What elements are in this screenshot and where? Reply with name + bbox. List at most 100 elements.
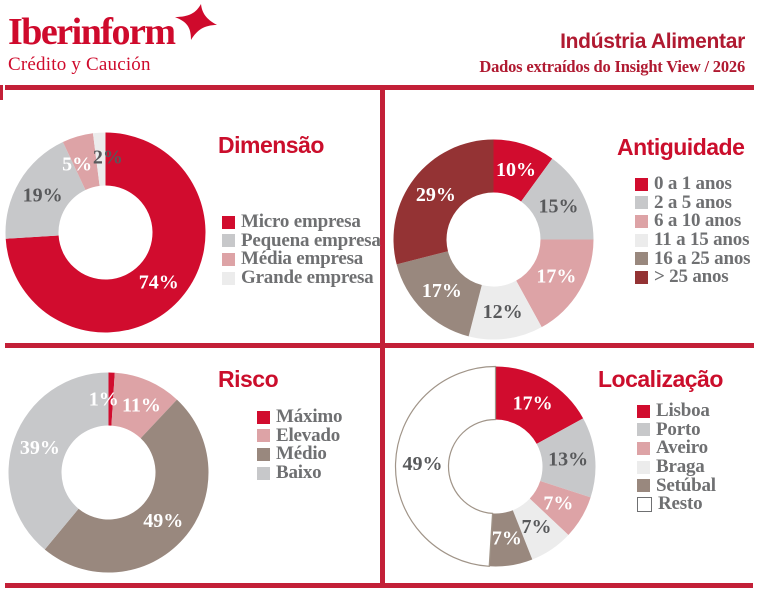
slice-value-label-elevado: 11%	[122, 395, 161, 417]
divider-left-stub	[0, 85, 3, 100]
donut-chart-localizacao: 17%13%7%7%7%49%	[394, 365, 596, 567]
legend-swatch-icon	[222, 271, 235, 285]
donut-slice-2-a-5-anos	[521, 158, 594, 240]
slice-value-label-braga: 7%	[522, 516, 552, 538]
legend-swatch-icon	[222, 215, 235, 229]
chart-title-dimensao: Dimensão	[218, 132, 324, 158]
legend-item-m-dia-empresa: Média empresa	[222, 248, 381, 270]
legend-item-2-a-5-anos: 2 a 5 anos	[635, 191, 750, 213]
legend-item-baixo: Baixo	[257, 462, 342, 483]
slice-value-label-2-a-5-anos: 15%	[539, 195, 579, 217]
legend-swatch-icon	[637, 423, 650, 437]
slice-value-label-m-dio: 49%	[143, 510, 183, 532]
slice-value-label-set-bal: 7%	[492, 528, 522, 550]
slice-value-label-16-a-25-anos: 17%	[422, 280, 462, 302]
slice-value-label-pequena-empresa: 19%	[23, 184, 63, 206]
donut-slice-grande-empresa	[92, 132, 106, 186]
legend-swatch-icon	[635, 252, 648, 266]
legend-item-porto: Porto	[637, 419, 716, 440]
legend-swatch-icon	[637, 496, 652, 512]
donut-chart-dimensao: 74% 19% 5% 2%	[5, 132, 206, 333]
slice-value-label-11-a-15-anos: 12%	[483, 301, 523, 323]
legend-swatch-icon	[257, 410, 270, 424]
logo: Iberinform Crédito y Caución	[8, 4, 217, 76]
slice-value-label-micro-empresa: 74%	[139, 271, 179, 293]
legend-swatch-icon	[635, 196, 648, 210]
slice-value-label-25-anos: 29%	[416, 184, 456, 206]
slice-value-label-0-a-1-anos: 10%	[496, 159, 536, 181]
report-subtitle: Dados extraídos do Insight View / 2026	[479, 57, 745, 76]
panel-antiguidade: 10% 15% 17% 12% 17% 29% Antiguidade 0 a 1 ano…	[386, 90, 759, 343]
slice-value-label-grande-empresa: 2%	[93, 147, 123, 169]
legend-label: Médio	[276, 443, 327, 465]
legend-label: Grande empresa	[241, 267, 374, 289]
legend-item-braga: Braga	[637, 456, 716, 478]
legend-item-25-anos: > 25 anos	[635, 266, 750, 288]
legend-item-pequena-empresa: Pequena empresa	[222, 229, 381, 251]
logo-brand: Iberinform	[8, 11, 176, 53]
donut-slice-elevado	[111, 372, 177, 439]
legend-swatch-icon	[635, 233, 648, 247]
chart-title-risco: Risco	[218, 366, 279, 392]
legend-label: 16 a 25 anos	[654, 247, 751, 269]
legend-label: Resto	[658, 493, 703, 515]
legend-item-set-bal: Setúbal	[637, 474, 716, 496]
chart-title-localizacao: Localização	[598, 366, 723, 392]
legend-label: 11 a 15 anos	[654, 229, 750, 251]
donut-slice-braga	[512, 498, 569, 560]
legend-item-11-a-15-anos: 11 a 15 anos	[635, 229, 750, 251]
donut-chart-antiguidade: 10%15% 17% 12% 17% 29%	[393, 139, 594, 340]
legend-swatch-icon	[637, 479, 650, 493]
slice-value-label-baixo: 39%	[20, 437, 60, 459]
panel-dimensao: 74% 19% 5% 2% Dimensão Micro empresa Pequena…	[0, 90, 381, 343]
legend-label: Pequena empresa	[241, 229, 381, 251]
report-title: Indústria Alimentar	[560, 30, 745, 53]
legend-antiguidade: 0 a 1 anos 2 a 5 anos 6 a 10 anos 11 a 15 a…	[635, 173, 751, 288]
legend-item-micro-empresa: Micro empresa	[222, 211, 381, 232]
legend-swatch-icon	[637, 404, 650, 418]
legend-dimensao: Micro empresa Pequena empresa Média empres…	[222, 211, 381, 289]
legend-label: 2 a 5 anos	[654, 191, 732, 213]
donut-slice-m-ximo	[108, 372, 115, 426]
legend-swatch-icon	[635, 270, 648, 284]
legend-label: Média empresa	[241, 248, 364, 270]
panel-risco: 1% 11% 49% 39% Risco Máximo Elevado Médio Baix…	[0, 348, 381, 588]
legend-label: Setúbal	[656, 474, 716, 496]
legend-label: 0 a 1 anos	[654, 173, 732, 195]
legend-label: Máximo	[276, 406, 343, 428]
donut-slice-16-a-25-anos	[396, 251, 482, 337]
slice-value-label-m-dia-empresa: 5%	[62, 153, 92, 175]
legend-label: 6 a 10 anos	[654, 210, 742, 232]
logo-tagline: Crédito y Caución	[8, 54, 151, 75]
legend-swatch-icon	[637, 441, 650, 455]
donut-slice-25-anos	[393, 139, 494, 265]
donut-slice-pequena-empresa	[5, 142, 86, 239]
legend-item-grande-empresa: Grande empresa	[222, 267, 381, 289]
donut-slice-11-a-15-anos	[468, 280, 542, 340]
divider-vertical-center	[380, 85, 385, 588]
donut-slice-set-bal	[489, 510, 533, 567]
divider-header	[5, 85, 754, 90]
legend-label: > 25 anos	[654, 266, 729, 288]
slice-value-label-porto: 13%	[548, 449, 588, 471]
donut-slice-porto	[536, 418, 596, 498]
donut-slice-resto	[394, 365, 497, 567]
donut-slice-lisboa	[495, 366, 584, 444]
legend-label: Elevado	[276, 424, 341, 446]
legend-label: Braga	[656, 456, 705, 478]
legend-label: Lisboa	[656, 400, 710, 422]
donut-slice-m-dio	[44, 399, 209, 573]
donut-chart-risco: 1% 11% 49% 39%	[8, 372, 209, 573]
header-right: Indústria Alimentar Dados extraídos do I…	[479, 30, 745, 77]
slice-value-label-resto: 49%	[403, 453, 443, 475]
legend-swatch-icon	[637, 460, 650, 474]
legend-item-0-a-1-anos: 0 a 1 anos	[635, 173, 750, 195]
legend-item-6-a-10-anos: 6 a 10 anos	[635, 210, 750, 232]
donut-slice-micro-empresa	[5, 132, 206, 333]
legend-item-16-a-25-anos: 16 a 25 anos	[635, 247, 751, 269]
legend-swatch-icon	[257, 466, 270, 480]
legend-item-m-ximo: Máximo	[257, 406, 343, 428]
divider-horizontal-mid	[5, 343, 754, 348]
divider-bottom	[5, 583, 753, 588]
